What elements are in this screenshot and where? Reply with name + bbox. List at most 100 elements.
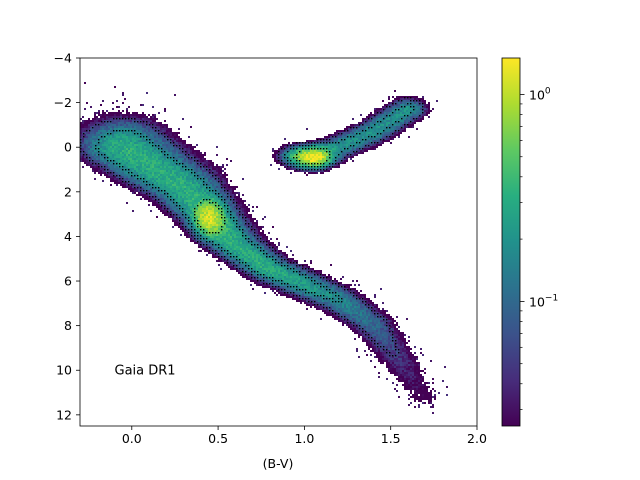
density-cell xyxy=(218,184,220,186)
density-cell xyxy=(108,174,110,176)
density-cell xyxy=(288,152,290,154)
density-cell xyxy=(244,200,246,202)
density-cell xyxy=(122,94,124,96)
density-cell xyxy=(294,148,296,150)
density-cell xyxy=(312,140,314,142)
density-cell xyxy=(104,116,106,118)
density-cell xyxy=(144,118,146,120)
density-cell xyxy=(120,158,122,160)
density-cell xyxy=(408,98,410,100)
density-cell xyxy=(354,154,356,156)
density-cell xyxy=(366,132,368,134)
density-cell xyxy=(112,120,114,122)
density-cell xyxy=(148,198,150,200)
density-cell xyxy=(368,120,370,122)
density-cell xyxy=(242,236,244,238)
density-cell xyxy=(144,182,146,184)
density-cell xyxy=(202,168,204,170)
density-cell xyxy=(230,228,232,230)
density-cell xyxy=(194,146,196,148)
density-cell xyxy=(94,152,96,154)
density-cell xyxy=(96,160,98,162)
density-cell xyxy=(116,116,118,118)
density-cell xyxy=(234,196,236,198)
density-cell xyxy=(224,178,226,180)
density-cell xyxy=(138,114,140,116)
density-cell xyxy=(144,130,146,132)
density-cell xyxy=(156,124,158,126)
density-cell xyxy=(300,144,302,146)
density-cell xyxy=(246,206,248,208)
density-cell xyxy=(120,122,122,124)
density-cell xyxy=(152,130,154,132)
density-cell xyxy=(362,126,364,128)
density-cell xyxy=(152,194,154,196)
density-cell xyxy=(186,146,188,148)
density-cell xyxy=(188,234,190,236)
density-cell xyxy=(382,122,384,124)
density-cell xyxy=(144,184,146,186)
density-cell xyxy=(348,136,350,138)
density-cell xyxy=(252,254,254,256)
density-cell xyxy=(160,154,162,156)
density-cell xyxy=(100,144,102,146)
density-cell xyxy=(256,258,258,260)
density-cell xyxy=(282,164,284,166)
density-cell xyxy=(328,170,330,172)
density-cell xyxy=(408,102,410,104)
density-cell xyxy=(140,154,142,156)
density-cell xyxy=(180,226,182,228)
density-cell xyxy=(156,152,158,154)
density-cell xyxy=(102,150,104,152)
density-cell xyxy=(154,152,156,154)
density-cell xyxy=(110,144,112,146)
density-cell xyxy=(230,206,232,208)
density-cell xyxy=(106,116,108,118)
density-cell xyxy=(204,236,206,238)
density-cell xyxy=(90,126,92,128)
density-cell xyxy=(208,212,210,214)
density-cell xyxy=(86,158,88,160)
density-cell xyxy=(260,234,262,236)
density-cell xyxy=(272,242,274,244)
density-cell xyxy=(376,146,378,148)
density-cell xyxy=(198,218,200,220)
density-cell xyxy=(132,182,134,184)
density-cell xyxy=(142,168,144,170)
density-cell xyxy=(178,146,180,148)
density-cell xyxy=(108,146,110,148)
density-cell xyxy=(174,146,176,148)
density-cell xyxy=(138,152,140,154)
density-cell xyxy=(148,114,150,116)
density-cell xyxy=(192,148,194,150)
density-cell xyxy=(186,156,188,158)
density-cell xyxy=(292,154,294,156)
density-cell xyxy=(150,194,152,196)
density-cell xyxy=(236,238,238,240)
density-cell xyxy=(206,200,208,202)
density-cell xyxy=(402,112,404,114)
density-cell xyxy=(238,252,240,254)
density-cell xyxy=(82,158,84,160)
density-cell xyxy=(398,126,400,128)
density-cell xyxy=(84,142,86,144)
density-cell xyxy=(142,166,144,168)
density-cell xyxy=(128,114,130,116)
density-cell xyxy=(166,140,168,142)
density-cell xyxy=(136,144,138,146)
density-cell xyxy=(168,196,170,198)
density-cell xyxy=(364,118,366,120)
density-cell xyxy=(116,158,118,160)
density-cell xyxy=(206,236,208,238)
density-cell xyxy=(370,114,372,116)
density-cell xyxy=(112,144,114,146)
density-cell xyxy=(188,164,190,166)
density-cell xyxy=(190,182,192,184)
density-cell xyxy=(132,152,134,154)
density-cell xyxy=(124,152,126,154)
density-cell xyxy=(170,168,172,170)
density-cell xyxy=(140,170,142,172)
density-cell xyxy=(166,182,168,184)
density-cell xyxy=(200,170,202,172)
density-cell xyxy=(260,236,262,238)
